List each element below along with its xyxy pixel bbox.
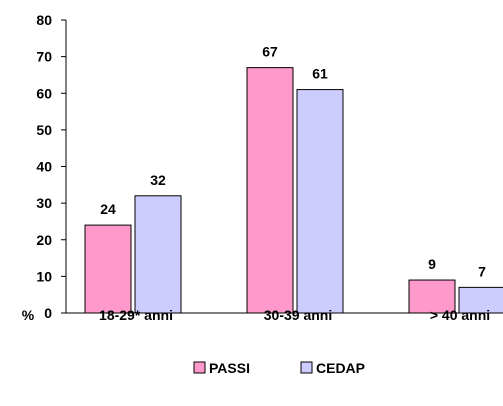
legend-label-cedap: CEDAP [316, 360, 365, 376]
bar-cedap-2 [296, 89, 344, 314]
y-tick-label: 50 [36, 122, 52, 138]
y-tick-label: 80 [36, 12, 52, 28]
legend-label-passi: PASSI [209, 360, 250, 376]
data-label-passi-3: 9 [428, 256, 436, 272]
legend-swatch-cedap [300, 361, 313, 374]
data-label-cedap-1: 32 [150, 172, 166, 188]
data-label-cedap-3: 7 [478, 263, 486, 279]
y-tick-label: 20 [36, 232, 52, 248]
data-label-passi-1: 24 [100, 201, 116, 217]
bar-cedap-1 [134, 195, 182, 314]
y-tick-label: 30 [36, 195, 52, 211]
y-axis-label: % [22, 307, 35, 323]
data-label-cedap-2: 61 [312, 66, 328, 82]
data-label-passi-2: 67 [262, 44, 278, 60]
bar-cedap-3 [458, 286, 503, 314]
legend-swatch-passi [193, 361, 206, 374]
y-tick-labels: 0 10 20 30 40 50 60 70 80 [36, 12, 52, 321]
category-labels: 18-29* anni 30-39 anni > 40 anni [99, 307, 490, 323]
y-tick-label: 40 [36, 159, 52, 175]
category-label: > 40 anni [430, 307, 490, 323]
legend: PASSI CEDAP [193, 360, 365, 376]
y-tick-label: 10 [36, 268, 52, 284]
y-tick-label: 60 [36, 85, 52, 101]
y-tick-label: 0 [44, 305, 52, 321]
bar-passi-3 [408, 279, 456, 314]
bar-passi-2 [246, 67, 294, 314]
category-label: 18-29* anni [99, 307, 173, 323]
y-tick-label: 70 [36, 49, 52, 65]
bars: 24 32 67 61 9 7 [84, 44, 503, 314]
bar-passi-1 [84, 224, 132, 314]
category-label: 30-39 anni [264, 307, 332, 323]
